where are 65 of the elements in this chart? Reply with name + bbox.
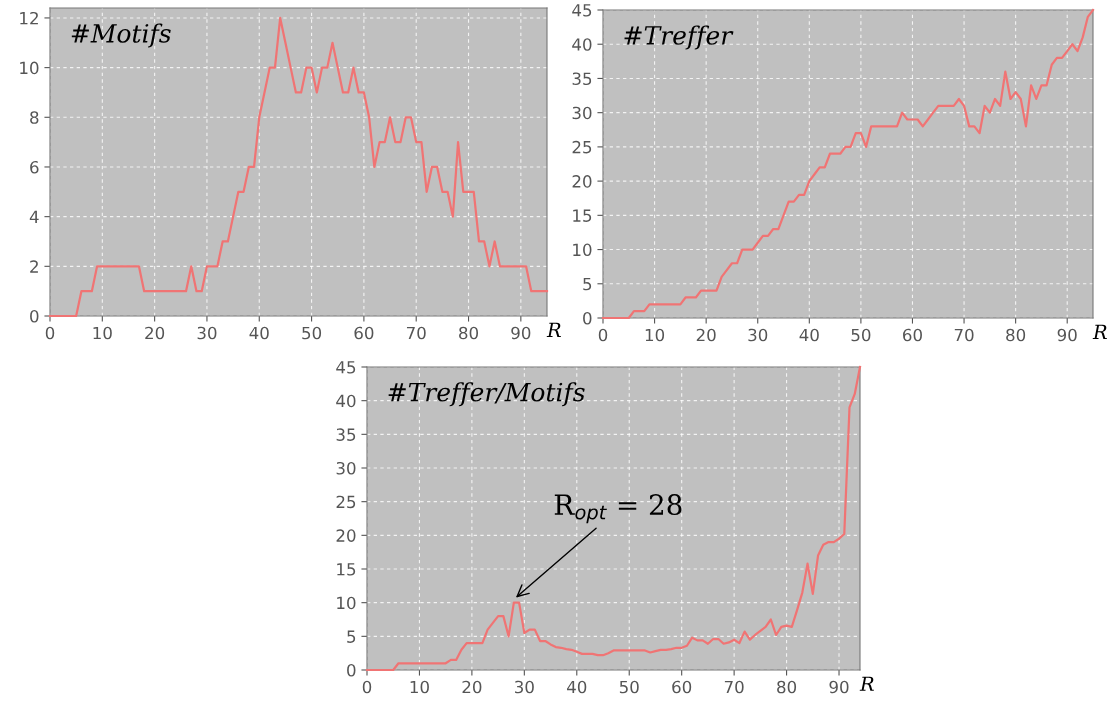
text: #Treffer [624,25,734,50]
x-tick-label: 10 [410,680,429,694]
x-tick-label: 50 [619,680,639,694]
y-tick-label: 10 [573,243,592,257]
text: #Motifs [71,23,171,48]
x-tick-label: 70 [406,326,426,340]
x-tick-label: 40 [799,328,819,342]
y-tick-label: 10 [20,61,39,75]
x-tick-label: 70 [954,328,974,342]
y-tick-label: 5 [583,277,592,291]
x-tick-label: 20 [696,328,716,342]
x-tick-label: 30 [197,326,217,340]
line-series [601,8,1095,320]
y-tick-label: 25 [336,495,356,509]
x-tick-label: 0 [598,328,608,342]
y-tick-label: 25 [572,140,592,154]
x-axis-title: R [859,676,874,691]
x-tick-label: 20 [145,326,165,340]
x-tick-label: 0 [362,680,372,694]
y-tick-label: 35 [572,72,592,86]
y-tick-label: 5 [347,630,356,643]
y-tick-label: 8 [30,111,39,124]
x-tick-label: 0 [45,326,55,340]
y-tick-label: 0 [347,663,356,677]
y-tick-label: 35 [336,428,356,441]
x-tick-label: 90 [829,680,849,694]
text: #Treffer/Motifs [388,382,585,407]
x-axis-title: R [546,322,561,337]
y-tick-label: 15 [337,563,356,576]
x-tick-label: 20 [462,680,482,694]
x-tick-label: 60 [354,326,374,340]
y-tick-label: 45 [572,4,592,17]
annotation: R$_{opt}$ = 28 [554,494,682,524]
x-tick-label: 90 [511,326,531,340]
y-tick-label: 15 [573,209,592,222]
x-tick-label: 70 [724,680,744,694]
x-tick-label: 30 [515,680,534,694]
x-tick-label: 80 [459,326,479,340]
y-tick-label: 30 [336,461,356,475]
x-tick-label: 50 [851,328,871,342]
y-tick-label: 45 [336,361,356,374]
x-tick-label: 90 [1057,328,1077,342]
y-tick-label: 4 [29,210,39,223]
y-tick-label: 20 [572,175,592,188]
x-axis-title: R [1092,324,1107,339]
y-tick-label: 2 [30,260,38,273]
x-tick-label: 40 [249,326,269,340]
y-tick-label: 0 [30,309,39,323]
y-tick-label: 30 [572,106,592,120]
y-tick-label: 10 [337,596,356,610]
y-tick-label: 6 [30,160,39,174]
y-tick-label: 12 [20,11,38,25]
y-tick-label: 40 [336,394,356,408]
y-tick-label: 40 [572,38,592,51]
y-tick-label: 20 [336,529,356,542]
line-series [365,365,862,672]
x-tick-label: 80 [1006,328,1026,342]
x-tick-label: 10 [93,326,112,340]
x-tick-label: 30 [748,328,768,342]
y-tick-label: 0 [583,311,592,325]
x-tick-label: 60 [672,680,692,694]
x-tick-label: 10 [645,328,665,342]
x-tick-label: 50 [302,326,322,340]
x-tick-label: 80 [777,680,797,694]
x-tick-label: 60 [903,328,922,342]
